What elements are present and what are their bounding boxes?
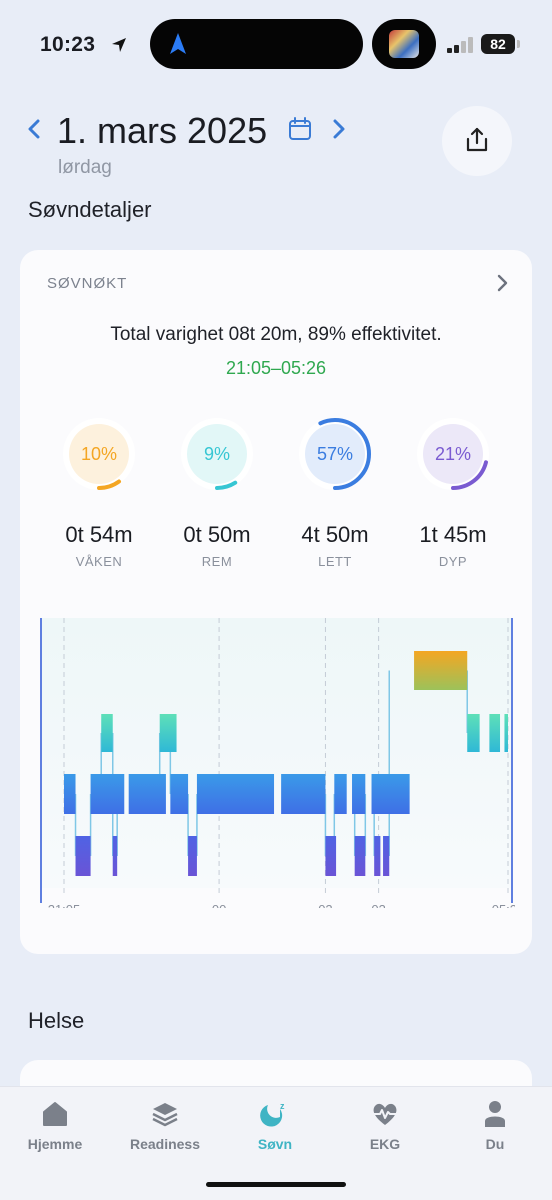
- card-heading: SØVNØKT: [47, 275, 128, 292]
- x-tick-label: 00: [212, 902, 226, 908]
- stage-label: REM: [201, 554, 233, 569]
- hypnogram-segment-dyp: [112, 836, 118, 876]
- hypnogram-segment-lett: [371, 774, 410, 814]
- ring-fill: [69, 424, 129, 484]
- sleep-time-range: 21:05–05:26: [225, 358, 327, 378]
- svg-text:z: z: [280, 1101, 285, 1111]
- hypnogram-segment-dyp: [75, 836, 91, 876]
- hypnogram-segment-lett: [90, 774, 125, 814]
- ring-fill: [305, 424, 365, 484]
- hypnogram-segment-lett: [281, 774, 326, 814]
- stage-label: LETT: [318, 554, 352, 569]
- hypnogram-segment-rem: [489, 714, 501, 752]
- stage-label: VÅKEN: [75, 554, 123, 569]
- status-time: 10:23: [40, 33, 96, 56]
- tab-home[interactable]: Hjemme: [0, 1097, 110, 1161]
- stage-deep[interactable]: 21% 1t 45m DYP: [398, 416, 508, 576]
- hypnogram-segment-rem: [467, 714, 480, 752]
- section-title-sleep-details: Søvndetaljer: [28, 197, 152, 222]
- ring-progress-arc: [299, 418, 371, 490]
- stage-ring: [299, 418, 371, 490]
- stage-awake[interactable]: 10% 0t 54m VÅKEN: [44, 416, 154, 576]
- stage-label: DYP: [438, 554, 468, 569]
- tab-ekg[interactable]: EKG: [330, 1097, 440, 1161]
- home-indicator: [206, 1182, 346, 1187]
- hypnogram-segment-lett: [64, 774, 76, 814]
- weekday-label: lørdag: [58, 157, 112, 178]
- hypnogram-segment-rem: [504, 714, 508, 752]
- sleep-summary: Total varighet 08t 20m, 89% effektivitet…: [110, 324, 442, 345]
- tab-sleep[interactable]: z Søvn: [220, 1097, 330, 1161]
- tab-label: Du: [485, 1136, 505, 1152]
- hypnogram-segment-dyp: [325, 836, 337, 876]
- battery-indicator: 82: [481, 34, 520, 54]
- ring-fill: [423, 424, 483, 484]
- stage-duration: 0t 54m: [65, 522, 133, 547]
- live-activity-thumbnail[interactable]: [372, 19, 436, 69]
- stage-percent: 10%: [80, 444, 118, 464]
- status-bar: 10:23 82: [0, 0, 552, 90]
- tab-label: EKG: [369, 1136, 401, 1152]
- stage-duration: 0t 50m: [183, 522, 251, 547]
- tab-profile[interactable]: Du: [440, 1097, 550, 1161]
- person-icon: [485, 1101, 505, 1127]
- stage-light[interactable]: 57% 4t 50m LETT: [280, 416, 390, 576]
- sleep-session-card[interactable]: SØVNØKT Total varighet 08t 20m, 89% effe…: [20, 250, 532, 954]
- stage-percent: 21%: [434, 444, 472, 464]
- hypnogram-segment-rem: [159, 714, 177, 752]
- chevron-right-icon[interactable]: [329, 114, 349, 144]
- hypnogram-segment-dyp: [374, 836, 381, 876]
- hypnogram-segment-lett: [196, 774, 275, 814]
- location-arrow-icon: [112, 38, 126, 52]
- hypnogram-segment-lett: [170, 774, 189, 814]
- share-icon: [466, 127, 488, 152]
- stage-ring: [417, 418, 489, 490]
- ring-fill: [187, 424, 247, 484]
- selected-date[interactable]: 1. mars 2025: [57, 110, 268, 151]
- calendar-icon[interactable]: [287, 116, 313, 142]
- hypnogram-segment-vaken: [414, 651, 468, 690]
- dynamic-island[interactable]: [150, 19, 363, 69]
- ring-progress-arc: [417, 418, 489, 490]
- x-tick-label: 02: [318, 902, 332, 908]
- bottom-tab-bar: Hjemme Readiness z Søvn EKG Du: [0, 1086, 552, 1200]
- chevron-left-icon[interactable]: [24, 114, 44, 144]
- tab-readiness[interactable]: Readiness: [110, 1097, 220, 1161]
- x-tick-label: 21:05: [48, 902, 81, 908]
- sleep-hypnogram[interactable]: 21:05 00 02 03 05:26: [38, 618, 515, 908]
- x-tick-label: 05:26: [492, 902, 515, 908]
- moon-icon: z: [260, 1101, 285, 1127]
- share-button[interactable]: [442, 106, 512, 176]
- cellular-signal-icon: [447, 37, 475, 53]
- stage-duration: 4t 50m: [301, 522, 369, 547]
- tab-label: Readiness: [129, 1136, 201, 1152]
- heartbeat-icon: [372, 1103, 398, 1125]
- album-art-image: [389, 30, 419, 58]
- ring-progress-arc: [63, 418, 135, 490]
- hypnogram-segment-dyp: [188, 836, 197, 876]
- hypnogram-segment-lett: [334, 774, 347, 814]
- stage-percent: 57%: [316, 444, 354, 464]
- chevron-right-icon[interactable]: [496, 270, 510, 296]
- stage-ring: [63, 418, 135, 490]
- hypnogram-segment-lett: [128, 774, 166, 814]
- stage-duration: 1t 45m: [419, 522, 487, 547]
- x-tick-label: 03: [371, 902, 385, 908]
- hypnogram-segment-rem: [101, 714, 113, 752]
- stage-ring: [181, 418, 253, 490]
- navigation-arrow-icon: [170, 33, 186, 54]
- hypnogram-segment-dyp: [383, 836, 390, 876]
- home-icon: [43, 1102, 67, 1126]
- tab-label: Søvn: [257, 1136, 293, 1152]
- layers-icon: [152, 1103, 178, 1127]
- hypnogram-segment-dyp: [354, 836, 366, 876]
- hypnogram-segment-lett: [352, 774, 366, 814]
- ring-progress-arc: [181, 418, 253, 490]
- stage-percent: 9%: [203, 444, 230, 464]
- section-title-health: Helse: [28, 1008, 85, 1033]
- tab-label: Hjemme: [27, 1136, 83, 1152]
- stage-rem[interactable]: 9% 0t 50m REM: [162, 416, 272, 576]
